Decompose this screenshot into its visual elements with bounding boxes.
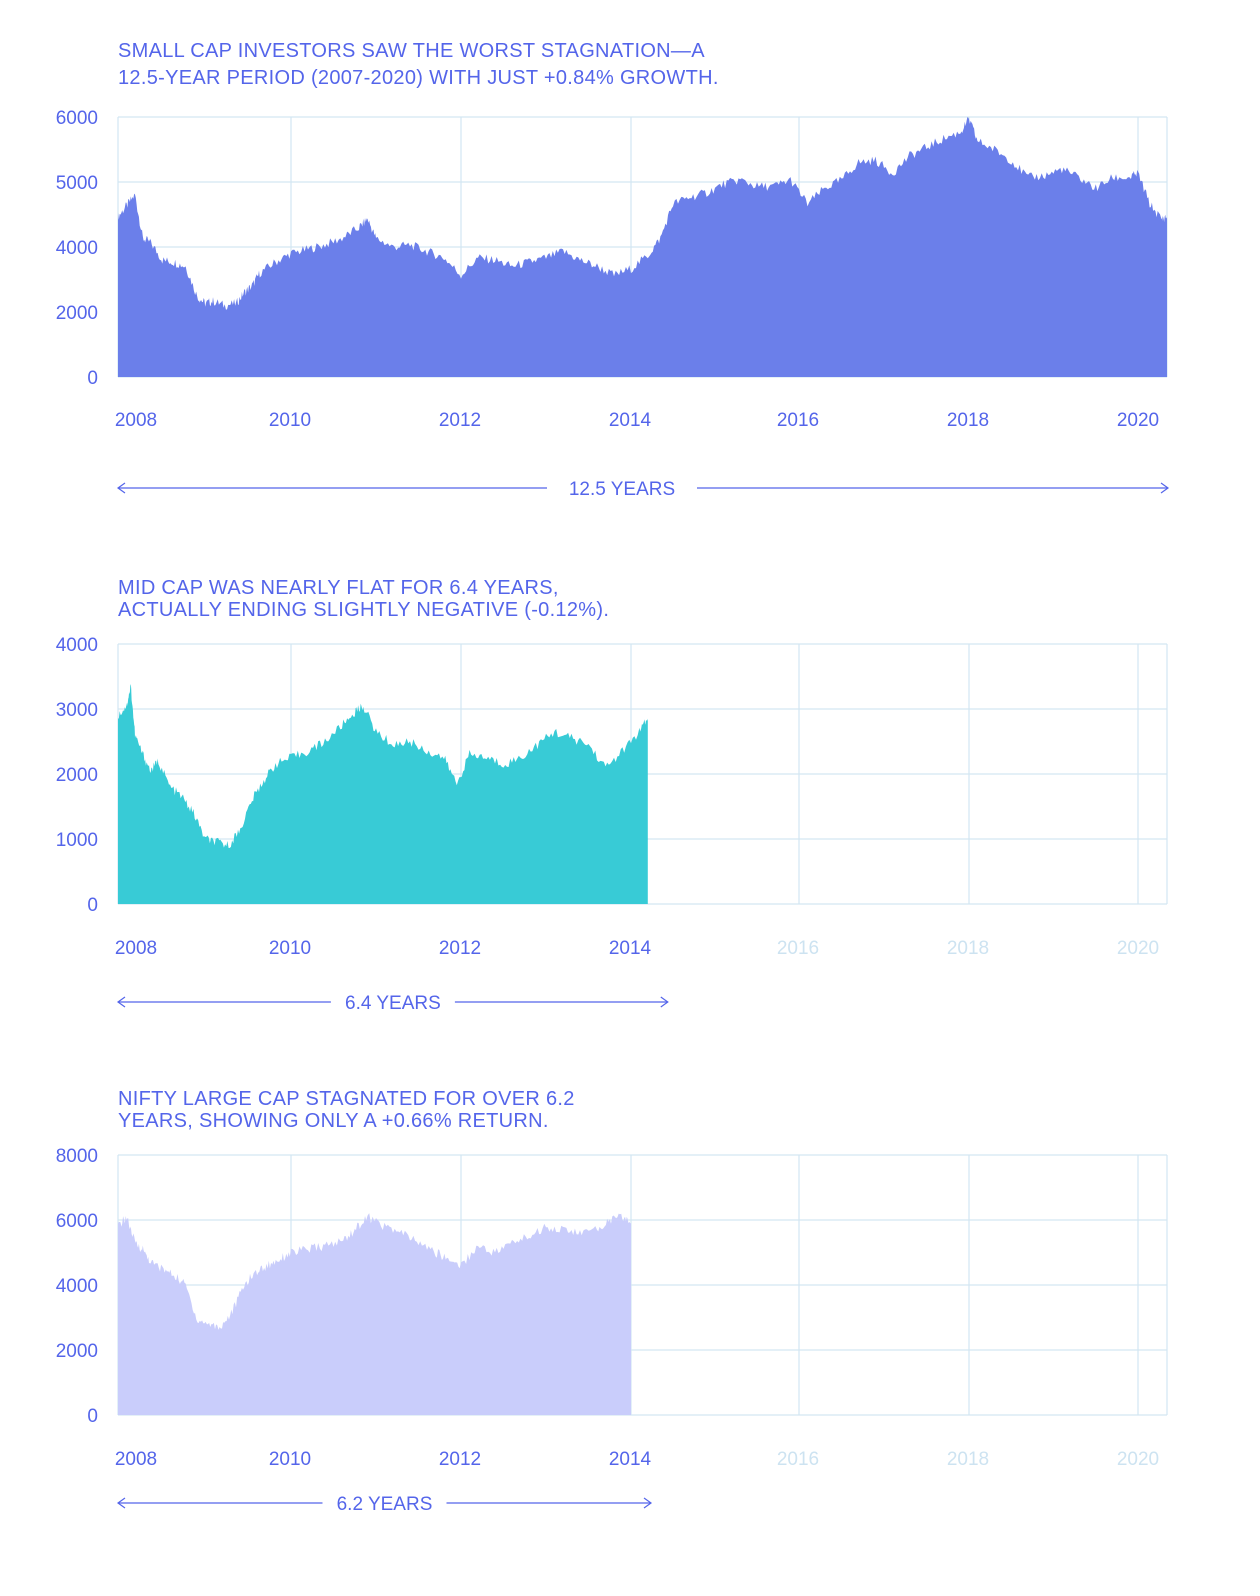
x-tick-label: 2020 bbox=[1117, 1449, 1159, 1470]
x-tick-label: 2012 bbox=[439, 410, 481, 431]
arrow-right-icon bbox=[1160, 482, 1170, 494]
x-tick-label: 2016 bbox=[777, 410, 819, 431]
x-tick-label: 2018 bbox=[947, 1449, 989, 1470]
chart-title: NIFTY LARGE CAP STAGNATED FOR OVER 6.2 Y… bbox=[118, 1088, 1018, 1132]
y-tick-label: 0 bbox=[87, 368, 98, 389]
x-tick-label: 2014 bbox=[609, 410, 652, 431]
y-tick-label: 4000 bbox=[56, 238, 98, 259]
x-tick-label: 2018 bbox=[947, 938, 989, 959]
y-tick-label: 5000 bbox=[56, 173, 98, 194]
duration-label: 6.2 YEARS bbox=[337, 1494, 433, 1515]
title-line: ACTUALLY ENDING SLIGHTLY NEGATIVE (-0.12… bbox=[118, 599, 610, 621]
y-tick-label: 0 bbox=[87, 895, 98, 916]
x-tick-label: 2012 bbox=[439, 938, 481, 959]
duration-label: 12.5 YEARS bbox=[569, 479, 675, 500]
plot-area: 4000 3000 2000 1000 0 2008 2010 2012 2014 2016 201… bbox=[56, 635, 1168, 1014]
y-tick-label: 6000 bbox=[56, 108, 98, 129]
chart-title: SMALL CAP INVESTORS SAW THE WORST STAGNA… bbox=[118, 40, 1018, 90]
x-tick-label: 2008 bbox=[115, 410, 157, 431]
y-tick-label: 1000 bbox=[56, 830, 98, 851]
y-tick-label: 2000 bbox=[56, 765, 98, 786]
x-tick-label: 2014 bbox=[609, 1449, 652, 1470]
title-line: SMALL CAP INVESTORS SAW THE WORST STAGNA… bbox=[118, 40, 705, 62]
arrow-left-icon bbox=[116, 996, 126, 1008]
series-area bbox=[118, 1213, 631, 1415]
plot-area: 6000 5000 4000 2000 0 2008 2010 2012 2014 2016 201… bbox=[56, 108, 1170, 500]
title-line: NIFTY LARGE CAP STAGNATED FOR OVER 6.2 bbox=[118, 1088, 575, 1110]
x-tick-label: 2010 bbox=[269, 938, 311, 959]
duration-label: 6.4 YEARS bbox=[345, 993, 441, 1014]
x-tick-label: 2010 bbox=[269, 1449, 311, 1470]
y-tick-label: 2000 bbox=[56, 1341, 98, 1362]
x-tick-label: 2012 bbox=[439, 1449, 481, 1470]
y-tick-label: 4000 bbox=[56, 1276, 98, 1297]
x-tick-label: 2014 bbox=[609, 938, 652, 959]
y-tick-label: 3000 bbox=[56, 700, 98, 721]
x-tick-label: 2018 bbox=[947, 410, 989, 431]
x-tick-label: 2008 bbox=[115, 1449, 157, 1470]
arrow-left-icon bbox=[116, 1497, 126, 1509]
y-tick-label: 8000 bbox=[56, 1146, 98, 1167]
y-tick-label: 0 bbox=[87, 1406, 98, 1427]
arrow-right-icon bbox=[660, 996, 669, 1008]
y-tick-label: 6000 bbox=[56, 1211, 98, 1232]
x-tick-label: 2008 bbox=[115, 938, 157, 959]
title-line: MID CAP WAS NEARLY FLAT FOR 6.4 YEARS, bbox=[118, 577, 559, 599]
chart-title: MID CAP WAS NEARLY FLAT FOR 6.4 YEARS, A… bbox=[118, 577, 1018, 621]
title-line: 12.5-YEAR PERIOD (2007-2020) WITH JUST +… bbox=[118, 67, 719, 89]
x-tick-label: 2020 bbox=[1117, 410, 1159, 431]
series-area bbox=[118, 117, 1167, 377]
arrow-left-icon bbox=[116, 482, 126, 494]
x-tick-label: 2016 bbox=[777, 938, 819, 959]
x-tick-label: 2010 bbox=[269, 410, 311, 431]
y-tick-label: 2000 bbox=[56, 303, 98, 324]
series-area bbox=[118, 684, 648, 904]
title-line: YEARS, SHOWING ONLY A +0.66% RETURN. bbox=[118, 1110, 549, 1132]
x-tick-label: 2016 bbox=[777, 1449, 819, 1470]
arrow-right-icon bbox=[643, 1497, 653, 1509]
x-tick-label: 2020 bbox=[1117, 938, 1159, 959]
plot-area: 8000 6000 4000 2000 0 2008 2010 2012 2014 2016 201… bbox=[56, 1146, 1168, 1515]
y-tick-label: 4000 bbox=[56, 635, 98, 656]
